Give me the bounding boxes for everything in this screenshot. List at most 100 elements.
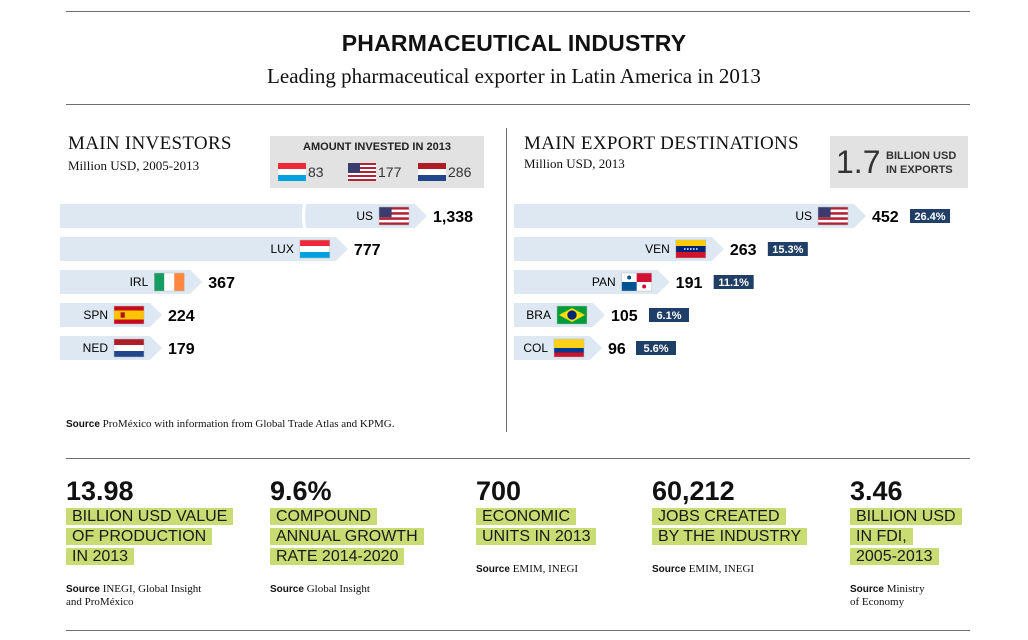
stat-block: 700 ECONOMIC UNITS IN 2013 Source EMIM, INE…	[476, 476, 597, 575]
stat-label-line: IN 2013	[66, 548, 135, 565]
value-label: 224	[168, 308, 195, 325]
stat-value: 60,212	[652, 476, 735, 506]
stat-source: Source EMIM, INEGI	[652, 563, 754, 576]
source-text: INEGI, Global Insight	[102, 583, 202, 595]
category-label: PAN	[592, 275, 616, 289]
stat-label-line: OF PRODUCTION	[66, 528, 213, 545]
stat-value: 3.46	[850, 476, 903, 506]
stat-label: ECONOMIC UNITS IN 2013	[476, 507, 597, 547]
value-label: 179	[168, 341, 195, 358]
share-badge	[767, 242, 808, 256]
category-label: NED	[83, 341, 109, 355]
bar-row-col: COL 96 5.6%	[514, 336, 676, 360]
share-label: 6.1%	[656, 310, 681, 322]
investors-heading: MAIN INVESTORS	[68, 133, 232, 154]
netherlands-flag-icon	[418, 163, 446, 181]
luxembourg-flag-icon	[299, 239, 331, 259]
stats-rule	[66, 458, 970, 459]
investors-source: Source ProMéxico with information from G…	[66, 418, 394, 430]
stat-source: Source Global Insight	[270, 583, 370, 596]
stat-label-line: 2005-2013	[850, 548, 939, 565]
venezuela-flag-icon	[675, 239, 707, 259]
source-label: Source	[850, 584, 887, 595]
stat-block: 9.6% COMPOUND ANNUAL GROWTH RATE 2014-2020 S…	[270, 476, 424, 595]
category-label: LUX	[270, 242, 293, 256]
netherlands-flag-icon	[113, 338, 145, 358]
source-label: Source	[66, 584, 103, 595]
value-label: 191	[676, 275, 703, 292]
page-subtitle: Leading pharmaceutical exporter in Latin…	[267, 64, 761, 88]
stat-label-line: JOBS CREATED	[652, 508, 786, 525]
bar-row-us: US 452 26.4%	[514, 204, 950, 228]
share-badge	[713, 275, 754, 289]
bar-row-spn: SPN 224	[60, 303, 195, 327]
axis-break-mark	[301, 202, 307, 230]
bar-row-pan: PAN 191 11.1%	[514, 270, 754, 294]
top-rule	[66, 11, 970, 12]
bar-row-irl: IRL 367	[60, 270, 235, 294]
legend-value-lux: 83	[308, 164, 324, 180]
bar	[60, 204, 427, 228]
stat-label: JOBS CREATED BY THE INDUSTRY	[652, 507, 808, 547]
legend-value-us: 177	[378, 164, 402, 180]
share-label: 5.6%	[643, 343, 668, 355]
stat-value: 13.98	[66, 476, 134, 506]
value-label: 452	[872, 209, 899, 226]
share-label: 26.4%	[914, 211, 945, 223]
exports-total-box: 1.7 BILLION USD IN EXPORTS	[830, 136, 968, 188]
stat-block: 13.98 BILLION USD VALUE OF PRODUCTION IN 20…	[66, 476, 234, 608]
stat-label: BILLION USD VALUE OF PRODUCTION IN 2013	[66, 507, 234, 567]
page-title: PHARMACEUTICAL INDUSTRY	[341, 30, 687, 56]
value-label: 1,338	[433, 209, 473, 226]
stat-block: 60,212 JOBS CREATED BY THE INDUSTRY Source …	[652, 476, 808, 575]
panama-flag-icon	[621, 272, 652, 292]
brazil-flag-icon	[556, 305, 588, 325]
us-flag-icon	[817, 206, 849, 226]
source-text: of Economy	[850, 596, 905, 608]
source-text: EMIM, INEGI	[688, 563, 755, 575]
investors-bar-chart: US 1,338 LUX 777 IRL 367 SPN 224 NED 179	[60, 202, 473, 360]
share-label: 11.1%	[718, 277, 749, 289]
bar-row-ven: VEN 263 15.3%	[514, 237, 808, 261]
bar-row-ned: NED 179	[60, 336, 195, 360]
source-text: EMIM, INEGI	[512, 563, 579, 575]
category-label: BRA	[526, 308, 551, 322]
share-badge	[648, 308, 689, 322]
exports-subheading: Million USD, 2013	[524, 156, 625, 171]
bar	[514, 204, 866, 228]
stat-label-line: COMPOUND	[270, 508, 378, 525]
stat-label-line: ECONOMIC	[476, 508, 576, 525]
stat-label-line: RATE 2014-2020	[270, 548, 405, 565]
category-label: US	[356, 209, 373, 223]
stat-label-line: BILLION USD VALUE	[66, 508, 234, 525]
share-badge	[910, 209, 950, 223]
source-label: Source	[66, 419, 100, 430]
ireland-flag-icon	[154, 272, 185, 292]
exports-total-value: 1.7	[836, 144, 881, 180]
stat-label-line: BY THE INDUSTRY	[652, 528, 808, 545]
category-label: VEN	[645, 242, 670, 256]
bar-row-lux: LUX 777	[60, 237, 381, 261]
colombia-flag-icon	[553, 338, 585, 358]
stat-block: 3.46 BILLION USD IN FDI, 2005-2013 Source Mi…	[850, 476, 962, 608]
exports-total-label-2: IN EXPORTS	[886, 164, 953, 176]
stat-label-line: UNITS IN 2013	[476, 528, 597, 545]
bar	[60, 303, 162, 327]
value-label: 777	[354, 242, 381, 259]
bar	[60, 237, 348, 261]
stat-source: Source Ministry of Economy	[850, 583, 925, 609]
stat-label-line: ANNUAL GROWTH	[270, 528, 424, 545]
bar-row-bra: BRA 105 6.1%	[514, 303, 689, 327]
stat-value: 9.6%	[270, 476, 332, 506]
share-label: 15.3%	[772, 244, 803, 256]
exports-total-label-1: BILLION USD	[886, 150, 957, 162]
category-label: SPN	[83, 308, 108, 322]
bar-row-us: US 1,338	[60, 202, 473, 230]
legend-value-ned: 286	[448, 164, 472, 180]
column-divider	[506, 128, 507, 432]
exports-heading: MAIN EXPORT DESTINATIONS	[524, 133, 799, 154]
investors-subheading: Million USD, 2005-2013	[68, 158, 200, 173]
bottom-rule	[66, 630, 970, 631]
stat-source: Source INEGI, Global Insight and ProMéxic…	[66, 583, 201, 609]
source-text: Global Insight	[306, 583, 370, 595]
